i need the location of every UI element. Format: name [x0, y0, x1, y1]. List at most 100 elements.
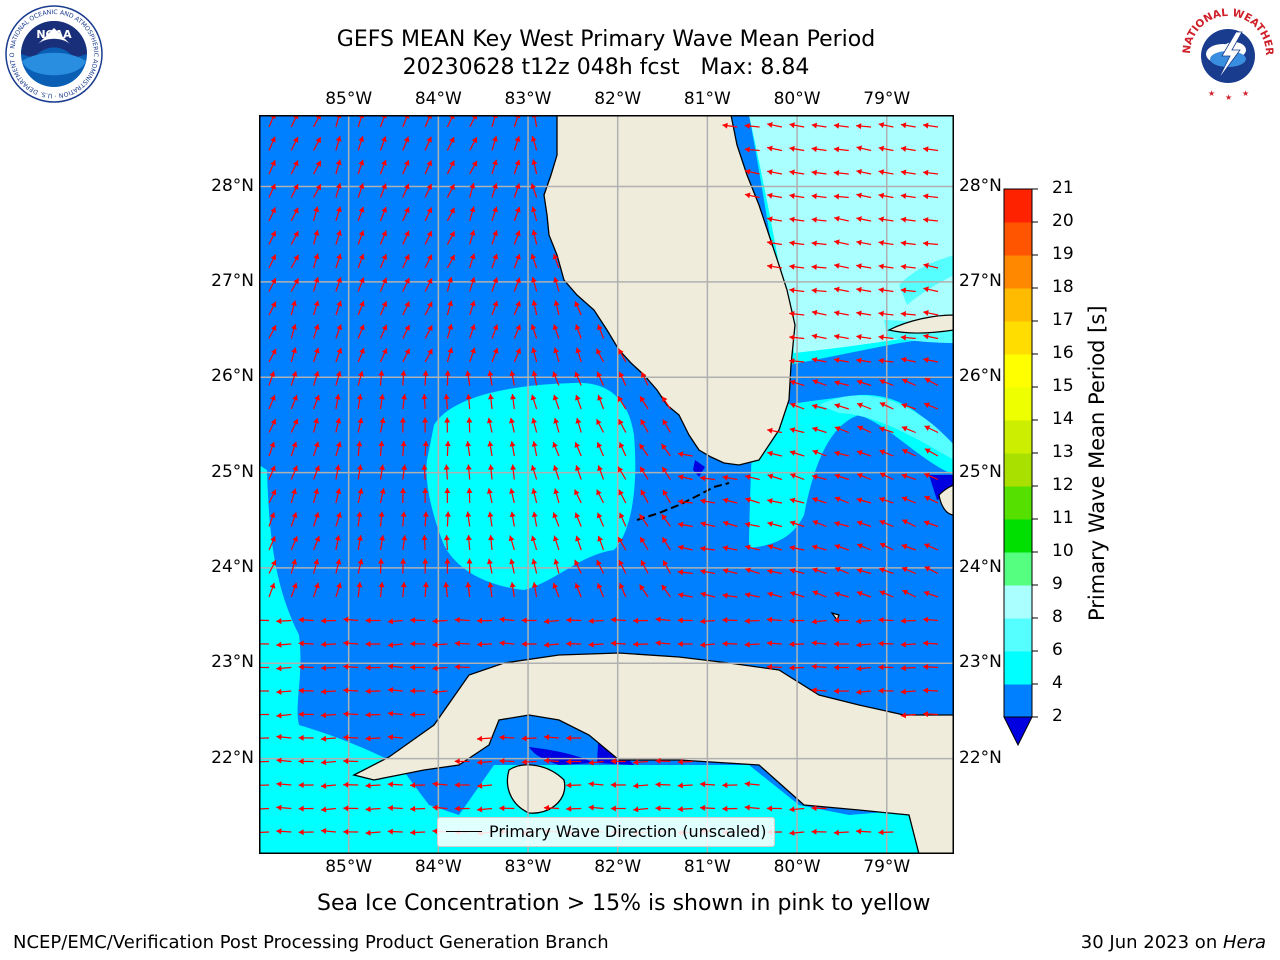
- wave-arrow-head: [443, 464, 450, 470]
- wave-arrow-head: [276, 781, 282, 788]
- wave-arrow-head: [857, 402, 863, 409]
- wave-arrow-head: [856, 239, 862, 246]
- wave-arrow-head: [313, 441, 320, 448]
- wave-arrow-head: [515, 324, 521, 331]
- wave-arrow-head: [923, 663, 929, 670]
- lat-tick-right: 23°N: [959, 652, 1002, 673]
- wave-arrow-head: [879, 542, 886, 549]
- wave-arrow-head: [531, 229, 538, 236]
- wave-arrow-head: [314, 395, 320, 401]
- wave-arrow-head: [924, 402, 930, 408]
- wave-arrow-head: [722, 805, 728, 812]
- wave-arrow-head: [902, 519, 908, 525]
- wave-arrow-head: [449, 184, 455, 190]
- wave-arrow-head: [722, 497, 729, 504]
- wave-arrow-head: [379, 535, 386, 541]
- wave-arrow-head: [553, 347, 559, 354]
- wave-arrow-head: [856, 590, 863, 597]
- wave-arrow-head: [270, 278, 277, 284]
- wave-arrow-head: [588, 759, 594, 766]
- wave-arrow-head: [834, 450, 840, 457]
- noaa-logo: NATIONAL OCEANIC AND ATMOSPHERIC ADMINIS…: [4, 4, 103, 103]
- wave-arrow-head: [477, 759, 483, 766]
- wave-arrow-head: [426, 183, 433, 190]
- wave-arrow-head: [767, 427, 773, 434]
- wave-arrow-head: [314, 582, 320, 589]
- wave-arrow-head: [381, 136, 387, 143]
- wave-arrow-head: [574, 559, 580, 566]
- wave-arrow-head: [291, 371, 298, 377]
- wave-arrow-head: [343, 781, 349, 788]
- wave-arrow-head: [833, 664, 839, 671]
- wave-arrow-head: [744, 521, 751, 528]
- wave-arrow-head: [700, 618, 706, 625]
- svg-text:★: ★: [1208, 89, 1215, 98]
- wave-arrow-head: [856, 497, 863, 504]
- wave-arrow-head: [447, 324, 454, 330]
- wave-arrow-head: [856, 334, 862, 340]
- wave-arrow-head: [343, 805, 349, 812]
- wave-arrow-head: [789, 122, 795, 129]
- wave-arrow-head: [633, 806, 639, 813]
- wave-arrow-head: [477, 617, 483, 624]
- wave-arrow-head: [443, 582, 450, 588]
- map-frame: [259, 115, 954, 854]
- wave-arrow-head: [449, 137, 455, 143]
- wave-arrow-head: [291, 512, 298, 518]
- wave-arrow-head: [335, 441, 342, 448]
- wave-arrow-head: [811, 309, 818, 316]
- wave-arrow-head: [365, 829, 371, 836]
- wave-arrow-head: [596, 419, 602, 425]
- wave-arrow-head: [596, 512, 603, 519]
- wave-arrow-head: [834, 473, 841, 480]
- wave-arrow-head: [378, 370, 385, 376]
- wave-arrow-head: [856, 665, 862, 672]
- wave-arrow-head: [834, 521, 840, 527]
- wave-arrow-head: [610, 640, 616, 647]
- wave-arrow-head: [879, 590, 886, 596]
- wave-arrow-head: [662, 466, 668, 473]
- wave-arrow-head: [566, 617, 572, 624]
- colorbar-swatch: [1004, 321, 1032, 355]
- wave-arrow-head: [745, 168, 751, 175]
- wave-arrow-head: [421, 464, 428, 470]
- wave-arrow-head: [857, 543, 863, 549]
- wave-arrow-head: [343, 711, 349, 717]
- wave-arrow-head: [700, 804, 706, 811]
- wave-arrow-head: [553, 488, 560, 495]
- wave-arrow-head: [879, 379, 886, 385]
- wave-arrow-head: [811, 805, 817, 812]
- wave-arrow-head: [553, 535, 559, 542]
- wave-arrow-head: [610, 758, 616, 765]
- wave-arrow-head: [789, 617, 795, 624]
- wave-arrow-head: [447, 347, 454, 354]
- wave-arrow-head: [900, 311, 906, 317]
- wave-arrow-head: [618, 560, 624, 566]
- wave-arrow-head: [292, 137, 299, 143]
- wave-arrow-head: [923, 310, 929, 316]
- wave-arrow-head: [422, 441, 429, 447]
- wave-arrow-head: [357, 488, 364, 494]
- wave-arrow-head: [596, 371, 603, 378]
- wave-arrow-head: [356, 464, 363, 471]
- wave-arrow-head: [381, 277, 388, 284]
- wave-arrow-head: [421, 394, 428, 400]
- wave-arrow-head: [515, 230, 521, 237]
- wave-arrow-head: [878, 617, 884, 623]
- wave-arrow-head: [404, 254, 410, 261]
- wave-arrow-head: [812, 544, 818, 551]
- wave-arrow-head: [662, 537, 668, 544]
- wave-arrow-head: [335, 136, 342, 142]
- wave-arrow-head: [401, 535, 408, 541]
- lat-tick-right: 26°N: [959, 366, 1002, 387]
- wave-arrow-head: [276, 734, 282, 740]
- wave-arrow-head: [298, 782, 304, 788]
- wave-arrow-head: [293, 278, 299, 285]
- wave-arrow-head: [426, 207, 433, 214]
- wave-arrow-head: [432, 688, 438, 695]
- wave-arrow-head: [878, 640, 884, 647]
- wave-arrow-head: [700, 545, 706, 552]
- wave-arrow-head: [543, 757, 550, 764]
- wave-arrow-head: [530, 136, 537, 142]
- wave-arrow-head: [358, 206, 365, 213]
